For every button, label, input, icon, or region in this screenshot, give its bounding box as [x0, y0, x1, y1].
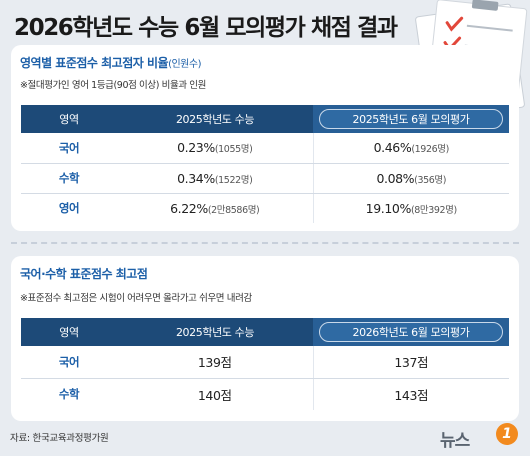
value-count: (8만392명)	[410, 204, 457, 216]
logo-text: 뉴스	[440, 431, 470, 451]
value-percent: 19.10%	[365, 200, 412, 216]
value-percent: 0.46%	[373, 140, 412, 156]
column-header-mock-exam: 2026학년도 6월 모의평가	[313, 318, 509, 346]
section-title: 국어·수학 표준점수 최고점	[20, 267, 148, 281]
section-title-text: 영역별 표준점수 최고점자 비율	[20, 56, 169, 70]
value-count: (356명)	[414, 174, 447, 186]
row-subject-label: 수학	[58, 387, 80, 402]
table-row: 국어 139점 137점	[21, 346, 509, 379]
source-note: 자료: 한국교육과정평가원	[10, 433, 109, 444]
section-title-suffix: (인원수)	[168, 59, 201, 70]
cell-value: 139점	[117, 346, 313, 379]
cell-value: 0.08%(356명)	[312, 163, 509, 194]
table-header-row: 영역 2025학년도 수능 2025학년도 6월 모의평가	[21, 105, 509, 133]
value-count: (1926명)	[411, 144, 449, 156]
section-divider	[11, 242, 519, 244]
section-note: ※절대평가인 영어 1등급(90점 이상) 비율과 인원	[20, 80, 206, 91]
table-row: 수학 140점 143점	[21, 378, 509, 410]
logo-badge: 1	[496, 423, 518, 445]
cell-value: 0.23%(1055명)	[117, 133, 313, 164]
value-percent: 0.23%	[177, 140, 215, 156]
table-top-score-ratio: 영역 2025학년도 수능 2025학년도 6월 모의평가 국어 0.23%(1…	[21, 105, 509, 223]
column-header-mock-exam: 2025학년도 6월 모의평가	[313, 105, 509, 133]
row-subject-label: 영어	[58, 201, 80, 216]
cell-value: 140점	[197, 387, 232, 403]
news1-logo: 뉴스 1	[440, 420, 522, 451]
cell-value: 0.46%(1926명)	[312, 133, 509, 164]
column-header-subject: 영역	[21, 318, 117, 346]
table-top-standard-score: 영역 2025학년도 수능 2026학년도 6월 모의평가 국어 139점 13…	[21, 318, 509, 410]
row-subject-label: 국어	[21, 346, 117, 379]
value-percent: 6.22%	[170, 200, 208, 216]
row-subject-label: 수학	[21, 163, 117, 194]
table-header-row: 영역 2025학년도 수능 2026학년도 6월 모의평가	[21, 318, 509, 346]
cell-value: 137점	[312, 346, 509, 379]
column-header-subject: 영역	[21, 105, 117, 133]
cell-value: 19.10%(8만392명)	[312, 193, 509, 223]
value-count: (1055명)	[214, 144, 253, 156]
row-subject-label: 국어	[21, 133, 117, 164]
table-row: 국어 0.23%(1055명) 0.46%(1926명)	[21, 133, 509, 164]
cell-value: 6.22%(2만8586명)	[117, 193, 313, 223]
column-header-mock-exam-label: 2025학년도 6월 모의평가	[319, 109, 503, 129]
column-header-2025-csat: 2025학년도 수능	[117, 105, 313, 133]
cell-value: 143점	[312, 378, 509, 410]
section-title: 영역별 표준점수 최고점자 비율(인원수)	[20, 54, 201, 71]
section-note: ※표준점수 최고점은 시험이 어려우면 올라가고 쉬우면 내려감	[20, 293, 252, 304]
page-title: 2026학년도 수능 6월 모의평가 채점 결과	[14, 15, 398, 41]
column-header-mock-exam-label: 2026학년도 6월 모의평가	[319, 322, 503, 342]
value-count: (2만8586명)	[207, 204, 260, 216]
table-row: 수학 0.34%(1522명) 0.08%(356명)	[21, 163, 509, 194]
section-card-top-standard-score: 국어·수학 표준점수 최고점 ※표준점수 최고점은 시험이 어려우면 올라가고 …	[11, 256, 519, 421]
value-percent: 0.34%	[177, 170, 215, 186]
cell-value: 0.34%(1522명)	[117, 163, 313, 194]
value-percent: 0.08%	[376, 170, 415, 186]
value-count: (1522명)	[214, 174, 253, 186]
column-header-2025-csat: 2025학년도 수능	[117, 318, 313, 346]
section-card-top-score-ratio: 영역별 표준점수 최고점자 비율(인원수) ※절대평가인 영어 1등급(90점 …	[11, 45, 519, 231]
table-row: 영어 6.22%(2만8586명) 19.10%(8만392명)	[21, 193, 509, 223]
